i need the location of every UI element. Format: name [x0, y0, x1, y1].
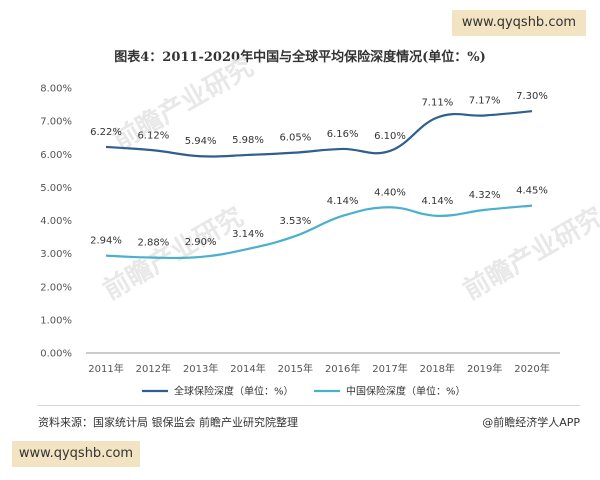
brand-note: @前瞻经济学人APP — [482, 416, 580, 429]
x-tick-label: 2020年 — [514, 362, 549, 375]
data-label: 3.14% — [232, 229, 264, 240]
legend: 全球保险深度（单位：%） 中国保险深度（单位：%） — [142, 385, 466, 398]
y-axis-ticks: 0.00% 1.00% 2.00% 3.00% 4.00% 5.00% 6.00% 7.00%… — [40, 84, 72, 360]
y-tick-label: 8.00% — [40, 84, 72, 95]
x-tick-label: 2018年 — [420, 362, 455, 375]
watermark-logo-3: 前瞻产业研究 — [458, 201, 600, 306]
data-label: 6.22% — [90, 127, 122, 138]
y-tick-label: 1.00% — [40, 315, 72, 326]
footer-divider — [38, 405, 580, 406]
y-tick-label: 5.00% — [40, 183, 72, 194]
data-label: 4.32% — [469, 190, 501, 201]
data-label: 4.14% — [421, 196, 453, 207]
x-tick-label: 2016年 — [325, 362, 360, 375]
data-label: 6.16% — [327, 129, 359, 140]
data-label: 2.94% — [90, 236, 122, 247]
y-tick-label: 2.00% — [40, 282, 72, 293]
series-line-global — [105, 110, 533, 158]
watermark-bottom: www.qyqshb.com — [12, 441, 140, 467]
data-label: 4.14% — [327, 196, 359, 207]
data-label: 4.40% — [374, 187, 406, 198]
data-label: 6.10% — [374, 131, 406, 142]
chart-title: 图表4：2011-2020年中国与全球平均保险深度情况(单位：%) — [114, 50, 486, 65]
y-tick-label: 0.00% — [40, 349, 72, 360]
data-label: 4.45% — [516, 186, 548, 197]
data-label: 5.94% — [185, 136, 217, 147]
x-tick-label: 2017年 — [372, 362, 407, 375]
data-label: 3.53% — [279, 216, 311, 227]
data-label: 7.11% — [421, 97, 453, 108]
x-axis-ticks: 2011年 2012年 2013年 2014年 2015年 2016年 2017年 2018年… — [88, 362, 549, 375]
y-tick-label: 4.00% — [40, 216, 72, 227]
legend-label: 中国保险深度（单位：%） — [346, 385, 466, 398]
legend-label: 全球保险深度（单位：%） — [174, 385, 294, 398]
series-lines — [105, 110, 533, 260]
data-label: 6.12% — [137, 130, 169, 141]
x-tick-label: 2013年 — [183, 362, 218, 375]
y-tick-label: 6.00% — [40, 150, 72, 161]
data-label: 7.30% — [516, 91, 548, 102]
data-label: 7.17% — [469, 95, 501, 106]
x-tick-label: 2015年 — [278, 362, 313, 375]
source-note: 资料来源：国家统计局 银保监会 前瞻产业研究院整理 — [38, 416, 298, 429]
y-tick-label: 7.00% — [40, 117, 72, 128]
x-tick-label: 2012年 — [136, 362, 171, 375]
series-line-china — [105, 204, 533, 260]
x-tick-label: 2014年 — [230, 362, 265, 375]
x-tick-label: 2019年 — [467, 362, 502, 375]
x-tick-label: 2011年 — [88, 362, 123, 375]
data-label: 2.90% — [185, 237, 217, 248]
data-label: 5.98% — [232, 135, 264, 146]
watermark-top: www.qyqshb.com — [452, 10, 586, 36]
data-label: 6.05% — [279, 133, 311, 144]
data-labels: 6.22% 6.12% 5.94% 5.98% 6.05% 6.16% 6.10% 7.11%… — [90, 91, 548, 248]
y-tick-label: 3.00% — [40, 249, 72, 260]
data-label: 2.88% — [137, 238, 169, 249]
